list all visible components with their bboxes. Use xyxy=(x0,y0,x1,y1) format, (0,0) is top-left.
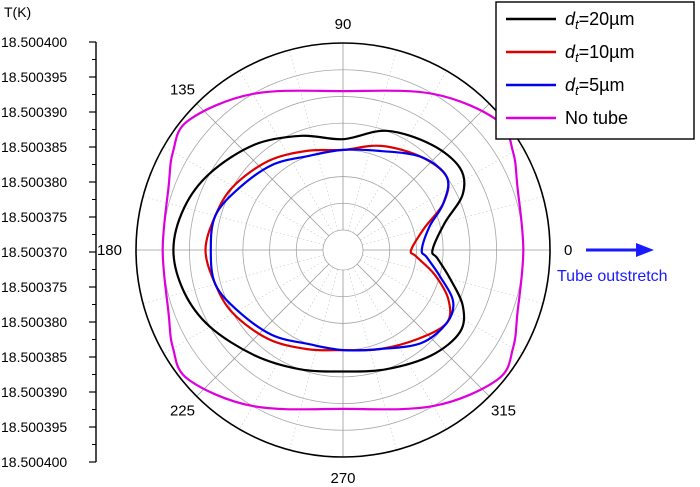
angle-labels: 0 90 135 180 225 270 315 xyxy=(97,16,572,487)
angle-label-0: 0 xyxy=(564,242,572,259)
radial-axis: T(K) 18.500400 18.500395 18.500390 18.500385… xyxy=(1,4,97,470)
angle-label-180: 180 xyxy=(97,242,122,259)
annotation-arrow-head xyxy=(636,243,654,257)
annotation: Tube outstretch xyxy=(557,243,668,285)
grid-spoke xyxy=(362,196,544,246)
radial-tick-label: 18.500375 xyxy=(1,279,67,295)
angle-label-315: 315 xyxy=(491,403,516,420)
grid-spoke xyxy=(360,146,523,241)
grid-spoke xyxy=(142,254,324,304)
radial-tick-label: 18.500375 xyxy=(1,209,67,225)
angle-label-135: 135 xyxy=(170,81,195,98)
grid-spoke xyxy=(356,263,490,397)
series-line-1 xyxy=(204,144,452,352)
radial-tick-label: 18.500380 xyxy=(1,314,67,330)
radial-tick-label: 18.500395 xyxy=(1,69,67,85)
annotation-text: Tube outstretch xyxy=(557,268,668,285)
grid-spoke xyxy=(289,269,339,451)
grid-spoke xyxy=(163,146,326,241)
series-line-0 xyxy=(172,129,466,373)
legend: dt=20µm dt=10µm dt=5µm No tube xyxy=(495,1,695,140)
legend-box xyxy=(495,1,695,140)
radial-tick-label: 18.500370 xyxy=(1,244,67,260)
legend-entry-2: dt=5µm xyxy=(565,75,625,98)
radial-tick-label: 18.500380 xyxy=(1,174,67,190)
angle-label-90: 90 xyxy=(335,16,352,33)
polar-grid xyxy=(135,42,551,458)
legend-entry-0: dt=20µm xyxy=(565,9,635,32)
series-line-2 xyxy=(209,148,455,352)
series-line-3 xyxy=(161,89,525,411)
radial-tick-label: 18.500390 xyxy=(1,104,67,120)
grid-spoke xyxy=(362,254,544,304)
grid-spoke xyxy=(239,70,334,233)
radial-tick-label: 18.500400 xyxy=(1,454,67,470)
grid-spoke xyxy=(163,259,326,354)
angle-label-270: 270 xyxy=(330,470,355,487)
legend-entry-1: dt=10µm xyxy=(565,42,635,65)
grid-spoke xyxy=(347,269,397,451)
radial-axis-title: T(K) xyxy=(4,4,31,20)
grid-inner-ring xyxy=(322,229,364,271)
series-group xyxy=(161,89,525,411)
radial-tick-label: 18.500395 xyxy=(1,419,67,435)
angle-label-225: 225 xyxy=(170,403,195,420)
radial-tick-label: 18.500385 xyxy=(1,139,67,155)
grid-spoke xyxy=(142,196,324,246)
radial-tick-label: 18.500385 xyxy=(1,349,67,365)
outer-ring xyxy=(135,42,551,458)
legend-entry-3: No tube xyxy=(565,108,628,128)
radial-tick-label: 18.500390 xyxy=(1,384,67,400)
grid-spoke xyxy=(360,259,523,354)
radial-tick-label: 18.500400 xyxy=(1,34,67,50)
grid-spoke xyxy=(356,103,490,237)
grid-spoke xyxy=(239,267,334,430)
